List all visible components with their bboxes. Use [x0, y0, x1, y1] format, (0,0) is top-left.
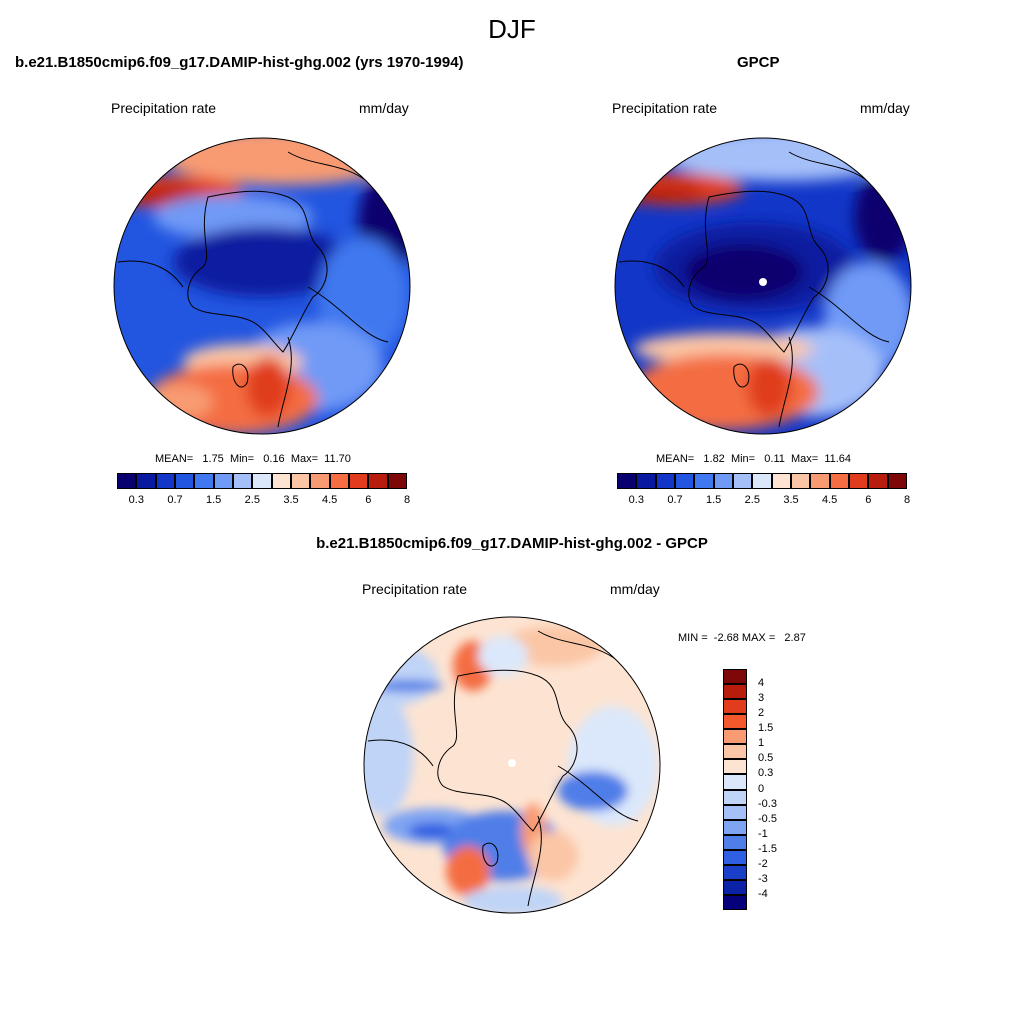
diff-colorbar-tick-label: 1.5	[758, 722, 774, 735]
diff-colorbar-box	[723, 699, 747, 715]
obs-panel-title: GPCP	[737, 54, 780, 71]
model-colorbar-tick-label: 3.5	[283, 494, 299, 506]
diff-polar-map	[363, 616, 661, 914]
obs-colorbar-box	[733, 473, 753, 489]
obs-colorbar-box	[675, 473, 695, 489]
diff-colorbar-box	[723, 834, 747, 850]
obs-colorbar	[617, 473, 907, 489]
obs-colorbar-box	[617, 473, 637, 489]
obs-colorbar-tick-label: 2.5	[744, 494, 760, 506]
model-colorbar-box	[310, 473, 330, 489]
obs-colorbar-labels: 0.3 0.7 1.5 2.5 3.5 4.5 6 8	[617, 494, 911, 508]
diff-colorbar-tick-label: -1	[758, 827, 768, 840]
model-colorbar	[117, 473, 407, 489]
diff-colorbar-box	[723, 864, 747, 880]
model-colorbar-tick-label: 0.3	[128, 494, 144, 506]
model-colorbar-tick-label: 6	[365, 494, 372, 506]
model-panel-title: b.e21.B1850cmip6.f09_g17.DAMIP-hist-ghg.…	[15, 54, 464, 71]
diff-colorbar-box	[723, 684, 747, 700]
diff-colorbar-tick-label: -3	[758, 872, 768, 885]
obs-colorbar-box	[829, 473, 849, 489]
model-colorbar-box	[349, 473, 369, 489]
model-colorbar-box	[213, 473, 233, 489]
diff-colorbar-tick-label: 0.3	[758, 767, 774, 780]
model-colorbar-box	[291, 473, 311, 489]
model-stats: MEAN= 1.75 Min= 0.16 Max= 11.70	[155, 453, 351, 465]
diff-colorbar-tick-label: 4	[758, 677, 765, 690]
obs-colorbar-tick-label: 8	[903, 494, 911, 506]
model-colorbar-box	[175, 473, 195, 489]
model-colorbar-box	[387, 473, 407, 489]
diff-colorbar-box	[723, 894, 747, 910]
obs-colorbar-box	[771, 473, 791, 489]
diff-colorbar-box	[723, 669, 747, 685]
obs-colorbar-box	[810, 473, 830, 489]
obs-colorbar-box	[849, 473, 869, 489]
obs-colorbar-tick-label: 3.5	[783, 494, 799, 506]
obs-colorbar-box	[713, 473, 733, 489]
obs-polar-map	[614, 137, 912, 435]
model-colorbar-tick-label: 1.5	[206, 494, 222, 506]
obs-units-label: mm/day	[860, 100, 910, 116]
diff-colorbar-tick-label: -0.5	[758, 812, 777, 825]
figure-title: DJF	[488, 14, 536, 44]
obs-colorbar-box	[636, 473, 656, 489]
diff-colorbar-tick-label: -2	[758, 857, 768, 870]
diff-colorbar-tick-label: -4	[758, 887, 768, 900]
obs-colorbar-box	[791, 473, 811, 489]
diff-colorbar-box	[723, 789, 747, 805]
diff-minmax: MIN = -2.68 MAX = 2.87	[678, 632, 806, 644]
model-colorbar-box	[194, 473, 214, 489]
diff-colorbar-box	[723, 729, 747, 745]
diff-variable-label: Precipitation rate	[362, 581, 468, 597]
model-units-label: mm/day	[359, 100, 409, 116]
model-colorbar-box	[271, 473, 291, 489]
obs-colorbar-tick-label: 6	[865, 494, 872, 506]
model-colorbar-box	[329, 473, 349, 489]
diff-colorbar-box	[723, 804, 747, 820]
obs-colorbar-tick-label: 0.7	[667, 494, 683, 506]
obs-colorbar-tick-label: 0.3	[628, 494, 644, 506]
diff-colorbar-box	[723, 774, 747, 790]
model-colorbar-box	[117, 473, 137, 489]
model-colorbar-labels: 0.3 0.7 1.5 2.5 3.5 4.5 6 8	[117, 494, 411, 508]
model-colorbar-box	[155, 473, 175, 489]
model-variable-label: Precipitation rate	[111, 100, 217, 116]
diff-colorbar-box	[723, 879, 747, 895]
model-colorbar-tick-label: 8	[403, 494, 411, 506]
diff-colorbar-box	[723, 744, 747, 760]
obs-colorbar-box	[752, 473, 772, 489]
model-colorbar-tick-label: 0.7	[167, 494, 183, 506]
diff-colorbar	[723, 669, 747, 910]
diff-panel-title: b.e21.B1850cmip6.f09_g17.DAMIP-hist-ghg.…	[316, 535, 708, 552]
obs-colorbar-tick-label: 4.5	[822, 494, 838, 506]
diff-colorbar-box	[723, 714, 747, 730]
obs-colorbar-box	[887, 473, 907, 489]
diff-colorbar-tick-label: -1.5	[758, 842, 777, 855]
obs-colorbar-box	[655, 473, 675, 489]
model-colorbar-tick-label: 4.5	[322, 494, 338, 506]
diff-colorbar-box	[723, 849, 747, 865]
diff-colorbar-tick-label: 0.5	[758, 752, 774, 765]
model-colorbar-box	[368, 473, 388, 489]
obs-colorbar-box	[694, 473, 714, 489]
diff-units-label: mm/day	[610, 581, 660, 597]
diff-colorbar-tick-label: 3	[758, 692, 765, 705]
obs-colorbar-box	[868, 473, 888, 489]
model-colorbar-box	[136, 473, 156, 489]
diff-colorbar-tick-label: -0.3	[758, 797, 777, 810]
model-colorbar-box	[233, 473, 253, 489]
model-colorbar-tick-label: 2.5	[244, 494, 260, 506]
diff-colorbar-tick-label: 0	[758, 782, 765, 795]
diff-colorbar-box	[723, 819, 747, 835]
diff-colorbar-box	[723, 759, 747, 775]
obs-stats: MEAN= 1.82 Min= 0.11 Max= 11.64	[656, 453, 852, 465]
model-colorbar-box	[252, 473, 272, 489]
obs-variable-label: Precipitation rate	[612, 100, 718, 116]
model-polar-map	[113, 137, 411, 435]
obs-colorbar-tick-label: 1.5	[706, 494, 722, 506]
diff-colorbar-tick-label: 1	[758, 737, 765, 750]
diff-colorbar-labels: 4 3 2 1.5 1 0.5 0.3 0 -0.3 -0.5 -1 -1.5 -2 -3 -4	[758, 669, 798, 910]
diff-colorbar-tick-label: 2	[758, 707, 765, 720]
